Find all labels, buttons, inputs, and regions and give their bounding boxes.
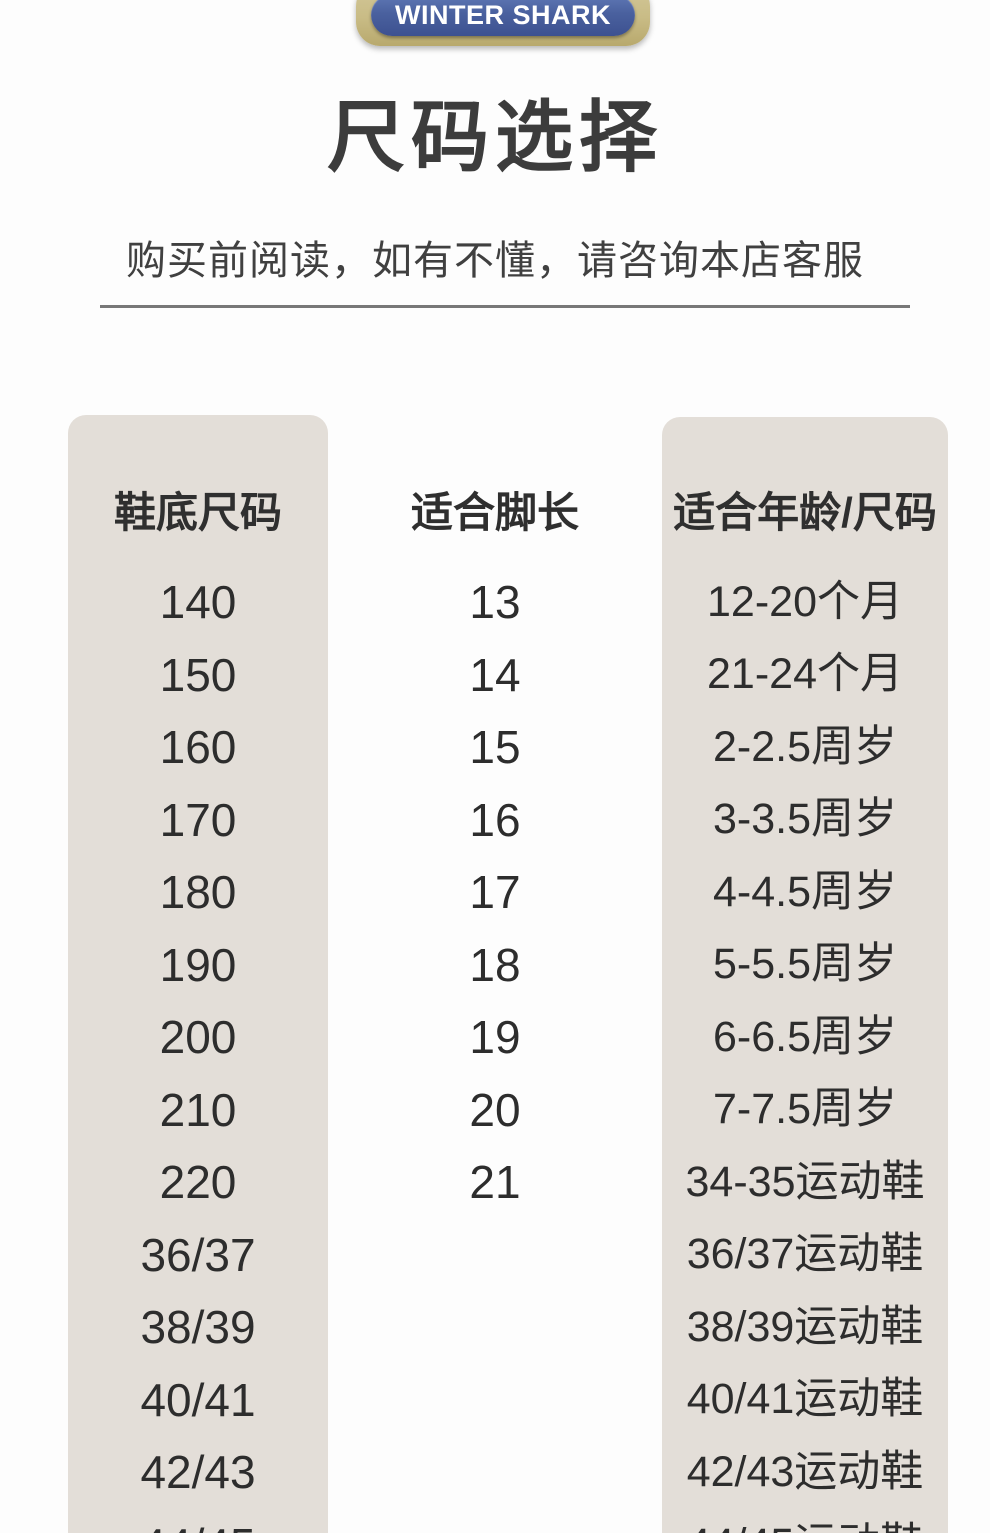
table-cell-foot: 15 xyxy=(469,721,521,774)
table-cell-foot: 18 xyxy=(469,938,521,991)
table-cell-foot: 14 xyxy=(469,648,521,701)
table-cell-age: 36/37运动鞋 xyxy=(686,1230,924,1279)
table-cell-age: 21-24个月 xyxy=(707,650,903,699)
column-header-sole-size: 鞋底尺码 xyxy=(113,488,282,536)
table-cell-foot xyxy=(328,1219,662,1292)
table-cell-sole: 150 xyxy=(159,648,237,701)
table-cell-age: 38/39运动鞋 xyxy=(686,1302,924,1351)
table-cell-sole: 180 xyxy=(159,866,237,919)
table-cell-sole: 40/41 xyxy=(140,1373,256,1426)
table-cell-sole: 190 xyxy=(159,938,237,991)
table-cell-sole: 200 xyxy=(159,1011,237,1064)
table-cell-foot: 20 xyxy=(469,1083,521,1136)
table-cell-foot: 21 xyxy=(469,1156,521,1209)
page-title: 尺码选择 xyxy=(326,93,663,181)
table-cell-sole: 36/37 xyxy=(140,1228,256,1281)
table-cell-age: 34-35运动鞋 xyxy=(685,1157,925,1206)
table-cell-age: 7-7.5周岁 xyxy=(712,1085,897,1134)
table-cell-age: 40/41运动鞋 xyxy=(686,1375,924,1424)
table-cell-foot: 13 xyxy=(469,576,521,629)
brand-badge-pill: WINTER SHARK xyxy=(371,0,635,36)
column-header-foot-length: 适合脚长 xyxy=(410,488,579,536)
table-cell-sole: 140 xyxy=(159,576,237,629)
table-cell-sole: 44/45 xyxy=(68,1509,328,1533)
subtitle-note: 购买前阅读，如有不懂，请咨询本店客服 xyxy=(126,239,864,283)
divider-line xyxy=(100,305,910,308)
column-foot-length: 适合脚长 13 14 15 16 17 18 19 20 21 xyxy=(328,415,662,1533)
table-cell-foot xyxy=(328,1436,662,1509)
table-cell-sole: 160 xyxy=(159,721,237,774)
table-cell-foot xyxy=(328,1291,662,1364)
table-cell-sole: 170 xyxy=(159,793,237,846)
table-cell-foot xyxy=(328,1509,662,1533)
table-cell-age: 3-3.5周岁 xyxy=(712,795,897,844)
column-age-size: 适合年龄/尺码 12-20个月 21-24个月 2-2.5周岁 3-3.5周岁 … xyxy=(662,415,948,1533)
table-cell-foot: 16 xyxy=(469,793,521,846)
table-cell-foot: 17 xyxy=(469,866,521,919)
sole-size-panel-background xyxy=(68,415,328,1533)
table-cell-age: 5-5.5周岁 xyxy=(712,940,897,989)
brand-badge-label: WINTER SHARK xyxy=(395,0,611,30)
age-size-panel-background xyxy=(662,417,948,1533)
table-cell-sole: 210 xyxy=(159,1083,237,1136)
column-sole-size: 鞋底尺码 140 150 160 170 180 190 200 210 220… xyxy=(68,415,328,1533)
table-cell-age: 12-20个月 xyxy=(707,577,903,626)
table-cell-age: 2-2.5周岁 xyxy=(712,722,897,771)
table-cell-age: 42/43运动鞋 xyxy=(686,1447,924,1496)
table-cell-age: 44/45运动鞋 xyxy=(662,1509,948,1533)
table-cell-age: 6-6.5周岁 xyxy=(712,1012,897,1061)
table-cell-sole: 38/39 xyxy=(140,1301,256,1354)
table-cell-sole: 42/43 xyxy=(140,1446,256,1499)
table-cell-age: 4-4.5周岁 xyxy=(712,867,897,916)
table-cell-foot xyxy=(328,1364,662,1437)
table-cell-sole: 220 xyxy=(159,1156,237,1209)
table-cell-foot: 19 xyxy=(469,1011,521,1064)
brand-badge: WINTER SHARK xyxy=(356,0,650,46)
column-header-age-size: 适合年龄/尺码 xyxy=(673,488,937,536)
